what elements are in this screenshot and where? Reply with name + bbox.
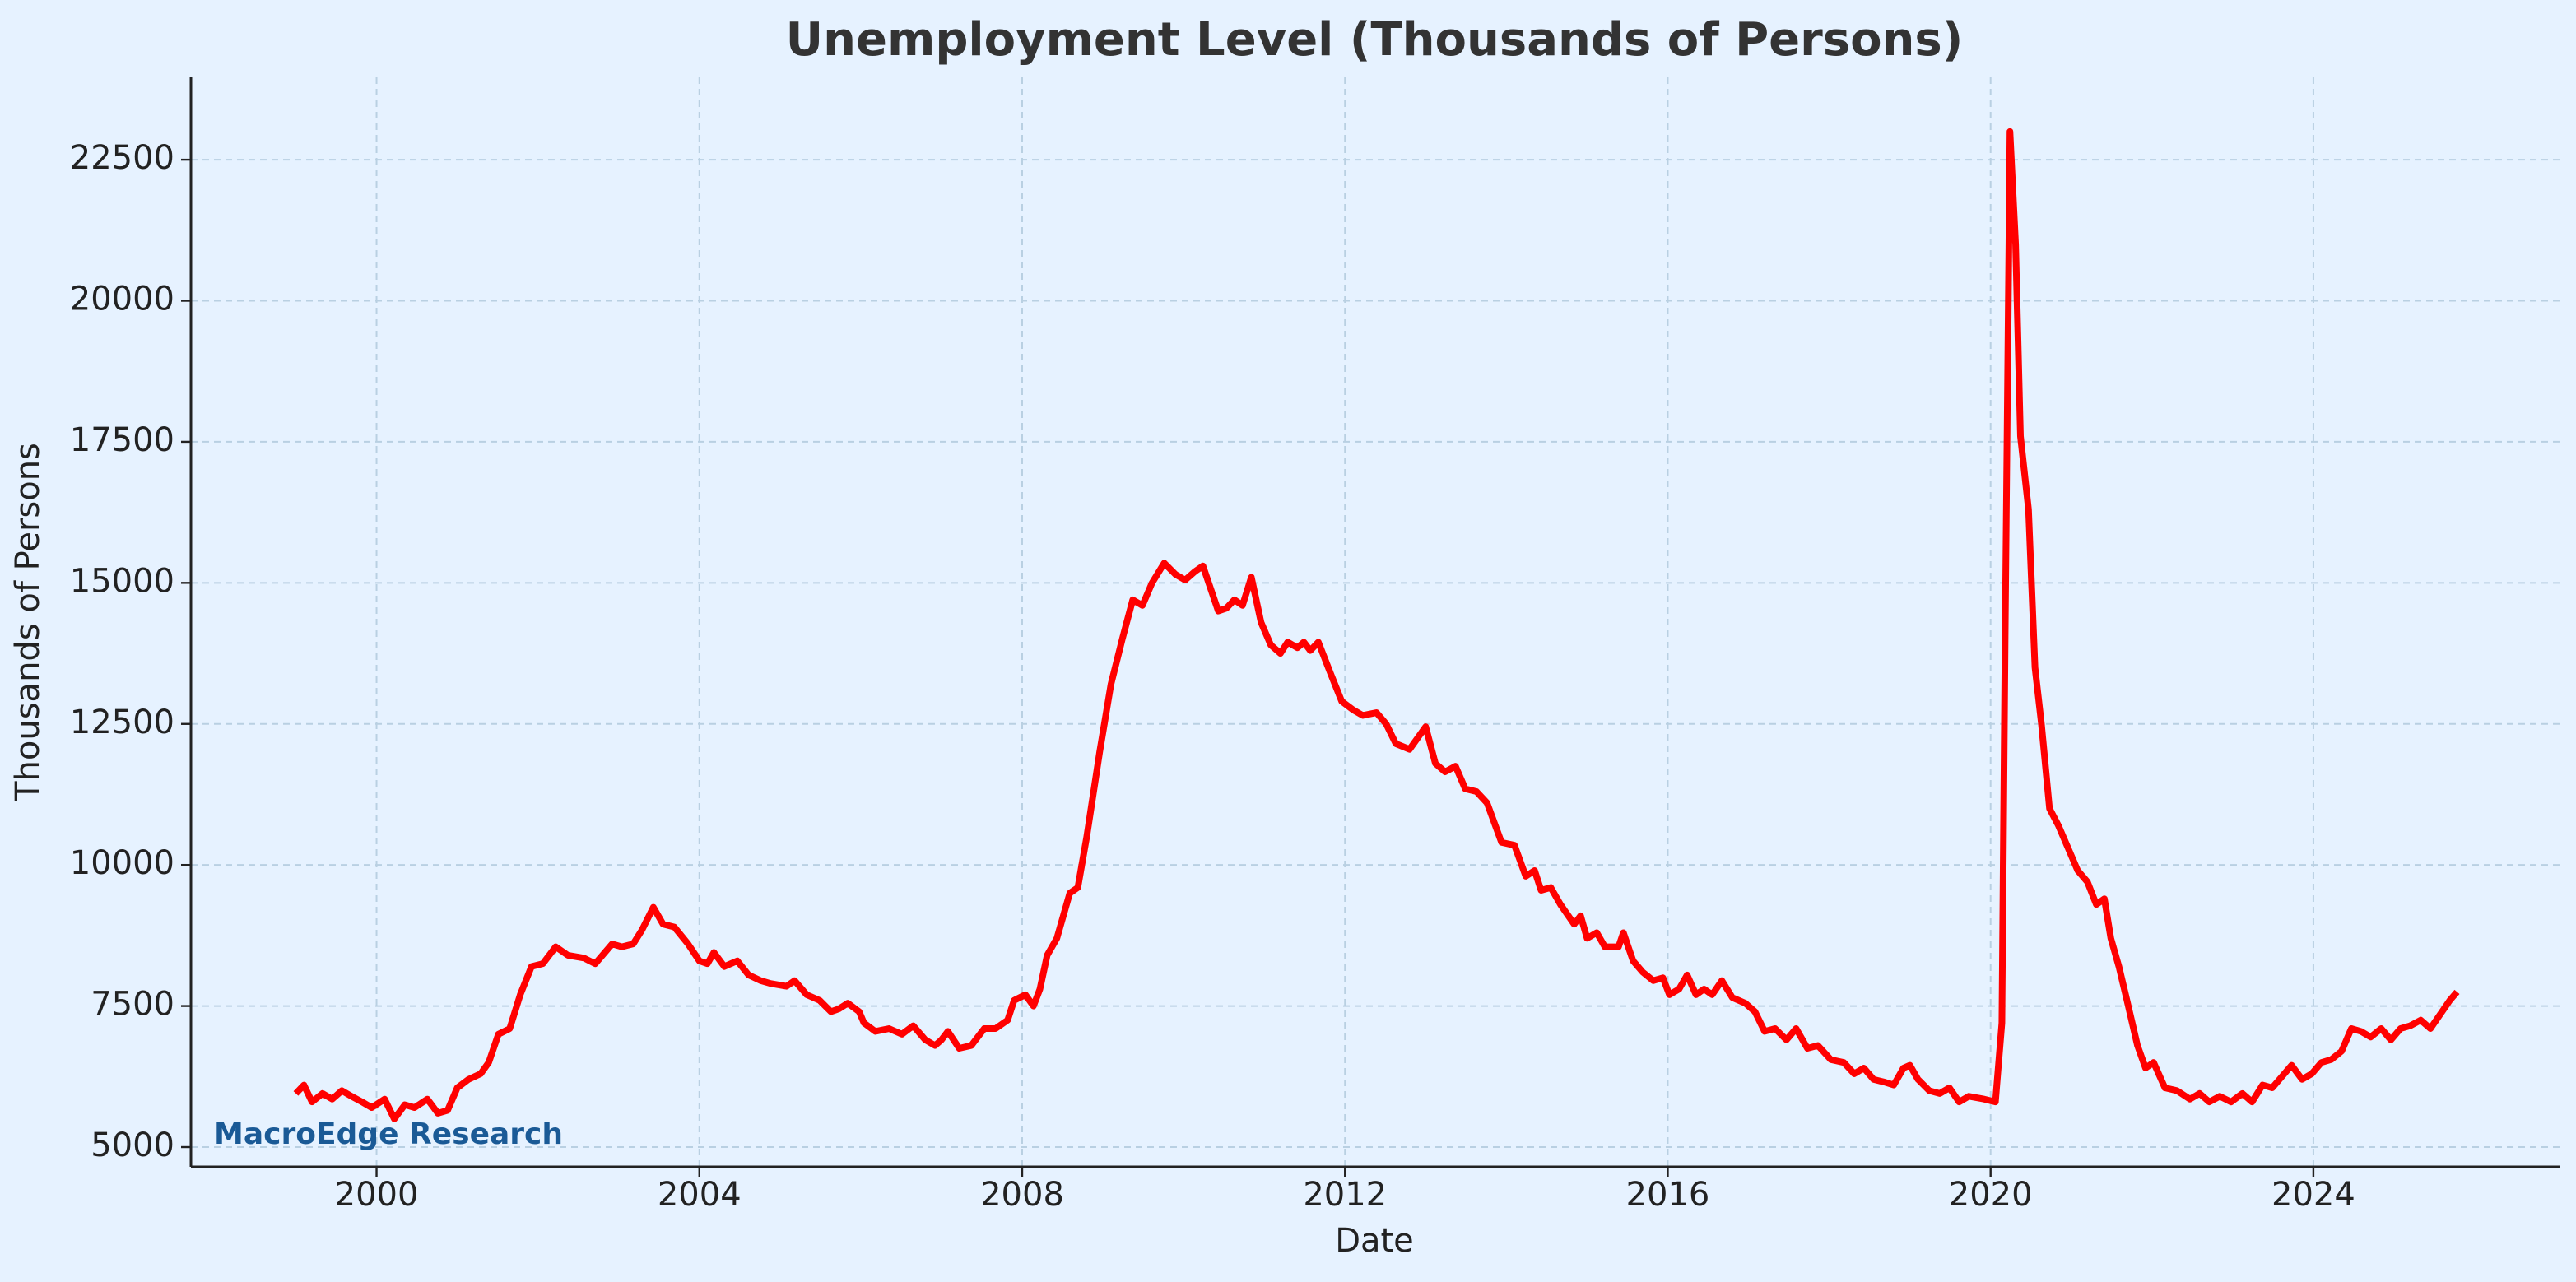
x-tick-label: 2016 [1626, 1176, 1710, 1214]
y-axis-label: Thousands of Persons [9, 443, 47, 802]
y-tick-label: 12500 [70, 704, 174, 741]
y-tick-label: 22500 [70, 139, 174, 177]
watermark: MacroEdge Research [214, 1117, 563, 1151]
x-tick-label: 2004 [658, 1176, 742, 1214]
y-tick-label: 20000 [70, 281, 174, 318]
y-tick-label: 5000 [91, 1126, 174, 1164]
x-tick-label: 2000 [335, 1176, 419, 1214]
y-tick-label: 7500 [91, 986, 174, 1024]
y-tick-label: 15000 [70, 562, 174, 600]
x-tick-label: 2012 [1303, 1176, 1387, 1214]
y-tick-label: 10000 [70, 844, 174, 882]
data-line [293, 128, 2460, 1122]
x-tick-label: 2024 [2271, 1176, 2355, 1214]
x-axis-label: Date [1335, 1222, 1414, 1260]
chart-title: Unemployment Level (Thousands of Persons… [786, 13, 1964, 67]
x-tick-label: 2008 [980, 1176, 1064, 1214]
y-tick-label: 17500 [70, 421, 174, 459]
x-tick-label: 2020 [1949, 1176, 2033, 1214]
